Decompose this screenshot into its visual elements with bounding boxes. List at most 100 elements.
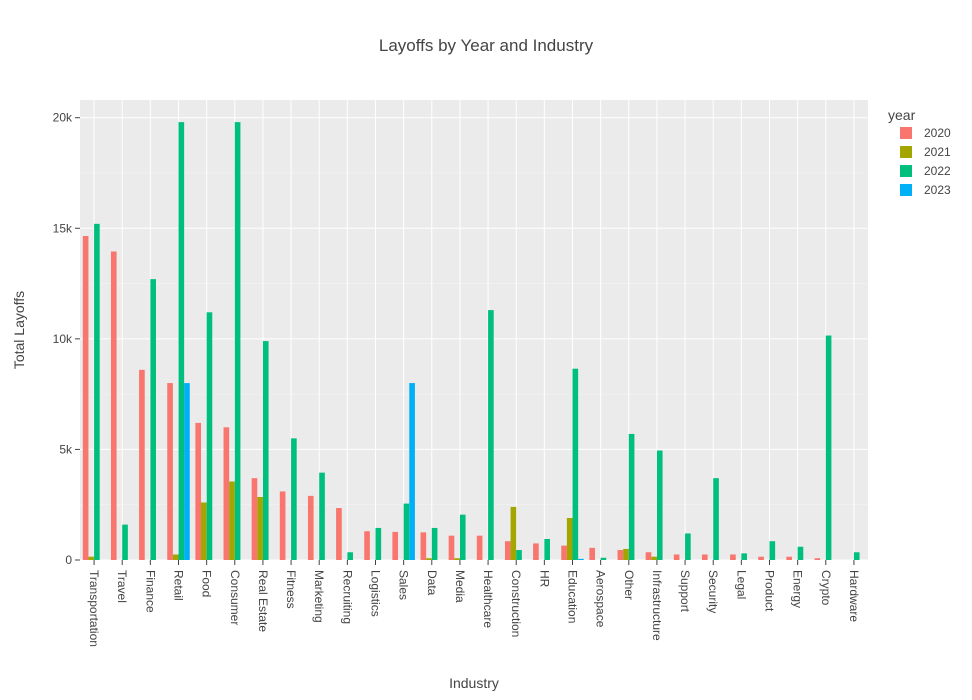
bar-2020-finance[interactable] [139, 369, 145, 560]
bar-series-group [82, 122, 860, 561]
bar-2020-product[interactable] [758, 556, 764, 560]
x-tick-label: Retail [172, 570, 186, 601]
y-tick-label: 0 [65, 553, 72, 567]
bar-2022-travel[interactable] [122, 524, 128, 560]
bar-2020-infrastructure[interactable] [645, 552, 652, 560]
bar-2022-retail[interactable] [178, 122, 185, 560]
y-axis-ticks: 0 5k 10k 15k 20k [53, 111, 80, 567]
bar-2022-legal[interactable] [741, 553, 747, 560]
bar-2022-logistics[interactable] [375, 527, 382, 560]
x-tick-label: Hardware [847, 570, 861, 622]
bar-2020-other[interactable] [617, 550, 624, 560]
bar-2022-education[interactable] [572, 368, 579, 560]
bar-2021-education[interactable] [566, 517, 573, 560]
x-tick-label: Data [425, 570, 439, 596]
bar-2020-security[interactable] [701, 554, 708, 560]
bar-2020-support[interactable] [673, 554, 680, 560]
legend-swatch-2022[interactable] [900, 165, 912, 177]
bar-2020-sales[interactable] [392, 531, 399, 560]
bar-2023-education[interactable] [578, 558, 584, 560]
bar-2022-real-estate[interactable] [262, 341, 269, 560]
bar-2022-data[interactable] [431, 527, 438, 560]
bar-2021-food[interactable] [201, 502, 207, 561]
x-tick-label: Sales [397, 570, 411, 600]
legend[interactable]: year 2020 2021 2022 2023 [888, 107, 951, 197]
bar-2022-hr[interactable] [544, 538, 550, 560]
x-tick-label: Education [566, 570, 580, 623]
bar-2020-education[interactable] [561, 545, 567, 560]
bar-2022-food[interactable] [206, 312, 213, 560]
legend-label-2023[interactable]: 2023 [924, 183, 951, 197]
bar-2020-logistics[interactable] [364, 531, 370, 560]
bar-2022-media[interactable] [459, 514, 466, 560]
bar-2020-consumer[interactable] [223, 427, 230, 560]
bar-2021-transportation[interactable] [88, 556, 95, 560]
y-tick-label: 10k [53, 332, 73, 346]
x-tick-label: Energy [791, 570, 805, 608]
bar-2020-hr[interactable] [533, 543, 539, 560]
bar-2022-product[interactable] [769, 541, 776, 560]
bar-2021-media[interactable] [454, 558, 460, 560]
bar-2020-travel[interactable] [110, 251, 117, 560]
bar-2020-energy[interactable] [786, 556, 793, 560]
bar-2022-consumer[interactable] [234, 122, 241, 560]
x-tick-label: Infrastructure [650, 570, 664, 641]
x-tick-label: HR [537, 570, 551, 588]
bar-2020-healthcare[interactable] [476, 535, 483, 560]
bar-2022-sales[interactable] [403, 503, 410, 560]
bar-2021-other[interactable] [623, 548, 629, 560]
bar-2022-crypto[interactable] [825, 335, 832, 560]
bar-2020-construction[interactable] [504, 541, 511, 560]
x-tick-label: Healthcare [481, 570, 495, 628]
legend-label-2021[interactable]: 2021 [924, 145, 951, 159]
bar-2022-security[interactable] [713, 478, 719, 560]
bar-2020-marketing[interactable] [307, 495, 314, 560]
legend-swatch-2020[interactable] [900, 127, 912, 139]
x-tick-label: Product [763, 570, 777, 612]
bar-2020-aerospace[interactable] [589, 547, 596, 560]
bar-2021-consumer[interactable] [229, 481, 235, 560]
bar-2020-real-estate[interactable] [251, 478, 258, 560]
bar-2020-legal[interactable] [730, 554, 736, 560]
bar-2022-marketing[interactable] [319, 472, 325, 560]
x-tick-label: Food [200, 570, 214, 597]
legend-swatch-2023[interactable] [900, 184, 912, 196]
bar-2023-sales[interactable] [409, 383, 415, 560]
bar-2020-retail[interactable] [167, 383, 173, 560]
bar-2021-infrastructure[interactable] [651, 556, 657, 560]
legend-label-2020[interactable]: 2020 [924, 126, 951, 140]
bar-2022-hardware[interactable] [853, 552, 860, 560]
bar-2022-fitness[interactable] [291, 438, 297, 560]
bar-2022-energy[interactable] [797, 546, 804, 560]
bar-2022-healthcare[interactable] [488, 310, 494, 560]
bar-2020-fitness[interactable] [279, 491, 286, 560]
bar-2020-recruiting[interactable] [336, 508, 342, 560]
bar-2020-food[interactable] [195, 422, 202, 560]
bar-2022-finance[interactable] [150, 279, 156, 560]
x-tick-label: Media [453, 570, 467, 603]
bar-2021-real-estate[interactable] [257, 496, 263, 560]
legend-swatch-2021[interactable] [900, 146, 912, 158]
bar-2022-other[interactable] [628, 433, 635, 560]
bar-2021-construction[interactable] [510, 506, 517, 560]
bar-2022-recruiting[interactable] [347, 552, 353, 560]
bar-2022-support[interactable] [685, 533, 691, 560]
bar-2022-aerospace[interactable] [600, 557, 607, 560]
bar-2022-transportation[interactable] [94, 223, 100, 560]
bar-2020-crypto[interactable] [814, 558, 821, 560]
bar-2020-media[interactable] [448, 535, 455, 560]
bar-2021-data[interactable] [426, 558, 432, 560]
x-tick-label: Travel [115, 570, 129, 603]
bar-2021-retail[interactable] [172, 554, 179, 560]
x-tick-label: Fitness [284, 570, 298, 609]
y-tick-label: 20k [53, 111, 73, 125]
bar-2020-data[interactable] [420, 532, 427, 560]
x-tick-label: Construction [509, 570, 523, 637]
bar-2022-infrastructure[interactable] [656, 450, 663, 560]
legend-label-2022[interactable]: 2022 [924, 164, 951, 178]
bar-2023-retail[interactable] [184, 383, 190, 560]
x-tick-label: Other [622, 570, 636, 600]
bar-2022-construction[interactable] [516, 550, 522, 560]
bar-2020-transportation[interactable] [82, 236, 89, 560]
